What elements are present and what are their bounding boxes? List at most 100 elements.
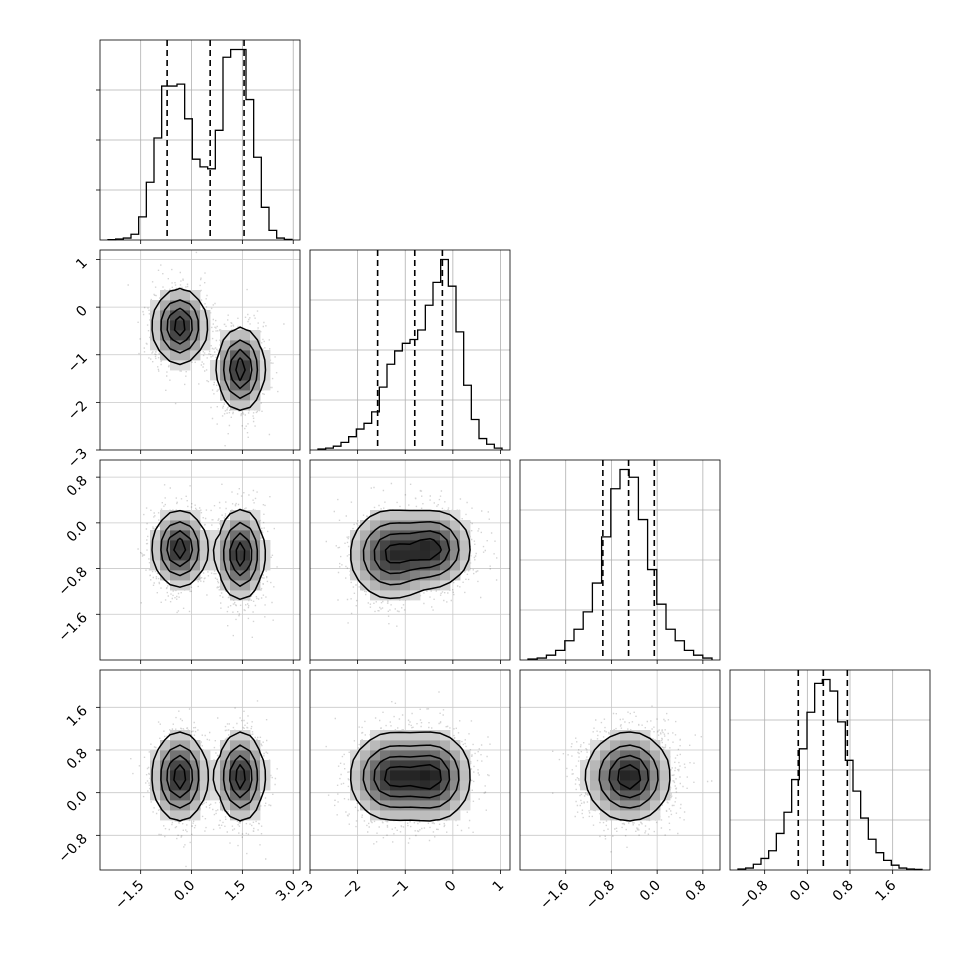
density-cell (400, 740, 411, 751)
y-tick-label-2-0: −1.6 (55, 610, 90, 645)
density-cell (630, 800, 641, 811)
x-tick-label-2-0: −1.6 (537, 877, 572, 912)
density-cell (410, 730, 421, 741)
density-cell (170, 340, 181, 351)
density-cell (630, 750, 641, 761)
density-cell (170, 360, 181, 371)
density-cell (390, 790, 401, 801)
x-tick-label-2-3: 0.8 (683, 878, 710, 905)
density-cell (400, 520, 411, 531)
contour-level-0 (584, 731, 671, 822)
density-cell (170, 760, 181, 771)
density-cell (190, 810, 201, 821)
density-cell (220, 330, 231, 341)
density-cell (250, 360, 261, 371)
density-cell (170, 560, 181, 571)
density-cell (450, 520, 461, 531)
density-cell (230, 550, 241, 561)
density-cell (390, 560, 401, 571)
panel-frame (309, 249, 511, 451)
density-cell (610, 810, 621, 821)
density-cell (230, 760, 241, 771)
density-cell (220, 390, 231, 401)
density-cell (600, 740, 611, 751)
density-cell (250, 380, 261, 391)
panel-frame (729, 669, 931, 871)
density-cell (350, 780, 361, 791)
density-cell (250, 520, 261, 531)
density-cell (200, 330, 211, 341)
density-cell (420, 770, 431, 781)
density-cell (610, 770, 621, 781)
density-cell (260, 760, 271, 771)
density-cell (190, 520, 201, 531)
density-cell (250, 740, 261, 751)
density-cell (250, 340, 261, 351)
density-cell (610, 780, 621, 791)
density-cell (170, 520, 181, 531)
density-cell (400, 790, 411, 801)
density-cell (360, 520, 371, 531)
y-tick-label-1-4: 1 (73, 255, 91, 273)
density-cell (230, 340, 241, 351)
density-cell (640, 790, 651, 801)
density-cell (590, 790, 601, 801)
density-cell (390, 750, 401, 761)
density-cell (200, 540, 211, 551)
density-cell (380, 580, 391, 591)
density-cell (200, 760, 211, 771)
panel-frame-3-0 (96, 669, 301, 874)
density-cell (170, 350, 181, 361)
density-cell (240, 340, 251, 351)
density-cell (250, 510, 261, 521)
density-cell (460, 560, 471, 571)
y-tick-label-2-3: 0.8 (64, 473, 91, 500)
density-cell (210, 360, 221, 371)
density-cell (240, 550, 251, 561)
x-tick-label-1-2: −1 (386, 878, 412, 904)
density-cell (410, 800, 421, 811)
density-cell (440, 510, 451, 521)
density-cell (430, 760, 441, 771)
density-cell (590, 750, 601, 761)
density-cell (200, 310, 211, 321)
density-cell (200, 770, 211, 781)
density-cell (190, 570, 201, 581)
density-cell (190, 320, 201, 331)
density-cell (230, 360, 241, 371)
density-cell (160, 350, 171, 361)
density-cell (240, 510, 251, 521)
density-cell (620, 760, 631, 771)
density-cell (190, 330, 201, 341)
y-tick-label-3-2: 0.8 (64, 746, 91, 773)
x-tick-label-3-1: 0.0 (787, 878, 814, 905)
density-cell (240, 360, 251, 371)
density-cell (160, 570, 171, 581)
density-cell (220, 340, 231, 351)
density-cell (230, 770, 241, 781)
density-cell (240, 570, 251, 581)
density-cell (150, 340, 161, 351)
density-cell (180, 810, 191, 821)
x-tick-label-2-2: 0.0 (637, 878, 664, 905)
density-cell (380, 780, 391, 791)
density-cell (460, 540, 471, 551)
density-cell (380, 570, 391, 581)
density-cell (250, 750, 261, 761)
y-tick-label-3-0: −0.8 (55, 831, 90, 866)
density-cell (240, 760, 251, 771)
x-tick-label-1-4: 1 (490, 878, 508, 896)
density-cell (170, 290, 181, 301)
density-cell (220, 570, 231, 581)
density-cell (250, 400, 261, 411)
density-cell (620, 790, 631, 801)
density-cell (370, 750, 381, 761)
panel-frame (99, 459, 301, 661)
density-cell (160, 760, 171, 771)
density-cell (180, 780, 191, 791)
density-cell (410, 770, 421, 781)
density-cell (230, 540, 241, 551)
density-cell (430, 740, 441, 751)
density-cell (440, 520, 451, 531)
panel-frame (309, 459, 511, 661)
